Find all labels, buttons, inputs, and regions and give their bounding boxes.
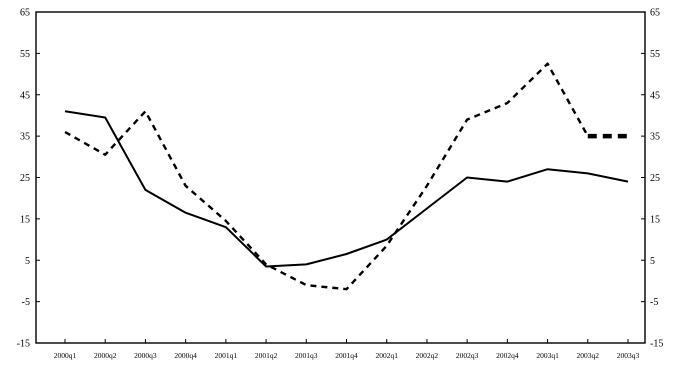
data-point bbox=[185, 212, 187, 214]
series-solid bbox=[64, 110, 629, 268]
right-y-axis-labels: 65 55 45 35 25 15 5 -5 -15 bbox=[650, 8, 663, 350]
x-tick-label: 2000q2 bbox=[94, 351, 117, 360]
series-line bbox=[64, 62, 589, 291]
y-tick-label-left: -15 bbox=[17, 339, 30, 350]
data-point bbox=[265, 265, 267, 267]
x-tick-label: 2003q1 bbox=[536, 351, 559, 360]
data-point bbox=[265, 263, 267, 265]
y-tick-label-left: 35 bbox=[20, 132, 30, 143]
x-tick-label: 2001q1 bbox=[215, 351, 238, 360]
data-point bbox=[346, 253, 348, 255]
data-point bbox=[547, 63, 549, 65]
y-tick-label-right: -15 bbox=[650, 339, 663, 350]
data-point bbox=[587, 135, 589, 137]
data-point bbox=[506, 181, 508, 183]
y-tick-label-left: 65 bbox=[20, 8, 30, 19]
left-y-axis-labels: 65 55 45 35 25 15 5 -5 -15 bbox=[17, 8, 30, 350]
x-tick-label: 2002q1 bbox=[375, 351, 398, 360]
x-tick-label: 2001q2 bbox=[255, 351, 278, 360]
x-axis-labels: 2000q1 2000q2 2000q3 2000q4 2001q1 2001q2 2001… bbox=[54, 351, 640, 360]
x-tick-label: 2001q4 bbox=[335, 351, 358, 360]
y-tick-label-right: 5 bbox=[650, 256, 655, 267]
data-point bbox=[64, 131, 66, 133]
y-tick-label-left: -5 bbox=[22, 297, 30, 308]
data-point bbox=[225, 226, 227, 228]
data-point bbox=[506, 102, 508, 104]
x-tick-label: 2003q2 bbox=[577, 351, 600, 360]
data-point bbox=[305, 284, 307, 286]
y-tick-label-right: 35 bbox=[650, 132, 660, 143]
data-point bbox=[627, 181, 629, 183]
data-point bbox=[426, 185, 428, 187]
series-layer bbox=[64, 62, 632, 291]
y-tick-label-right: 45 bbox=[650, 90, 660, 101]
x-tick-label: 2001q3 bbox=[295, 351, 318, 360]
data-point bbox=[185, 185, 187, 187]
plot-frame bbox=[35, 11, 646, 344]
data-point bbox=[144, 110, 146, 112]
data-point bbox=[64, 110, 66, 112]
data-point bbox=[225, 220, 227, 222]
series-dashed bbox=[64, 62, 632, 291]
y-tick-label-right: 25 bbox=[650, 173, 660, 184]
x-tick-label: 2000q4 bbox=[174, 351, 197, 360]
y-tick-label-left: 25 bbox=[20, 173, 30, 184]
data-point bbox=[346, 288, 348, 290]
y-tick-label-left: 5 bbox=[25, 256, 30, 267]
x-tick-label: 2003q3 bbox=[617, 351, 640, 360]
data-point bbox=[547, 168, 549, 170]
y-tick-label-left: 15 bbox=[20, 214, 30, 225]
y-tick-label-right: 65 bbox=[650, 8, 660, 19]
data-point bbox=[627, 135, 629, 137]
series-line bbox=[64, 110, 629, 268]
data-point bbox=[104, 117, 106, 119]
data-point bbox=[386, 239, 388, 241]
data-point bbox=[305, 263, 307, 265]
data-point bbox=[104, 154, 106, 156]
data-point bbox=[466, 119, 468, 121]
y-tick-label-right: 55 bbox=[650, 49, 660, 60]
x-tick-label: 2002q4 bbox=[496, 351, 519, 360]
x-tick-label: 2002q3 bbox=[456, 351, 479, 360]
y-tick-label-right: -5 bbox=[650, 297, 658, 308]
data-point bbox=[426, 208, 428, 210]
data-point bbox=[466, 177, 468, 179]
x-tick-label: 2000q3 bbox=[134, 351, 157, 360]
y-tick-label-right: 15 bbox=[650, 214, 660, 225]
y-tick-label-left: 55 bbox=[20, 49, 30, 60]
data-point bbox=[144, 189, 146, 191]
data-point bbox=[587, 172, 589, 174]
y-tick-label-left: 45 bbox=[20, 90, 30, 101]
x-tick-label: 2000q1 bbox=[54, 351, 77, 360]
axis-ticks bbox=[36, 11, 645, 344]
x-tick-label: 2002q2 bbox=[416, 351, 439, 360]
data-point bbox=[386, 245, 388, 247]
